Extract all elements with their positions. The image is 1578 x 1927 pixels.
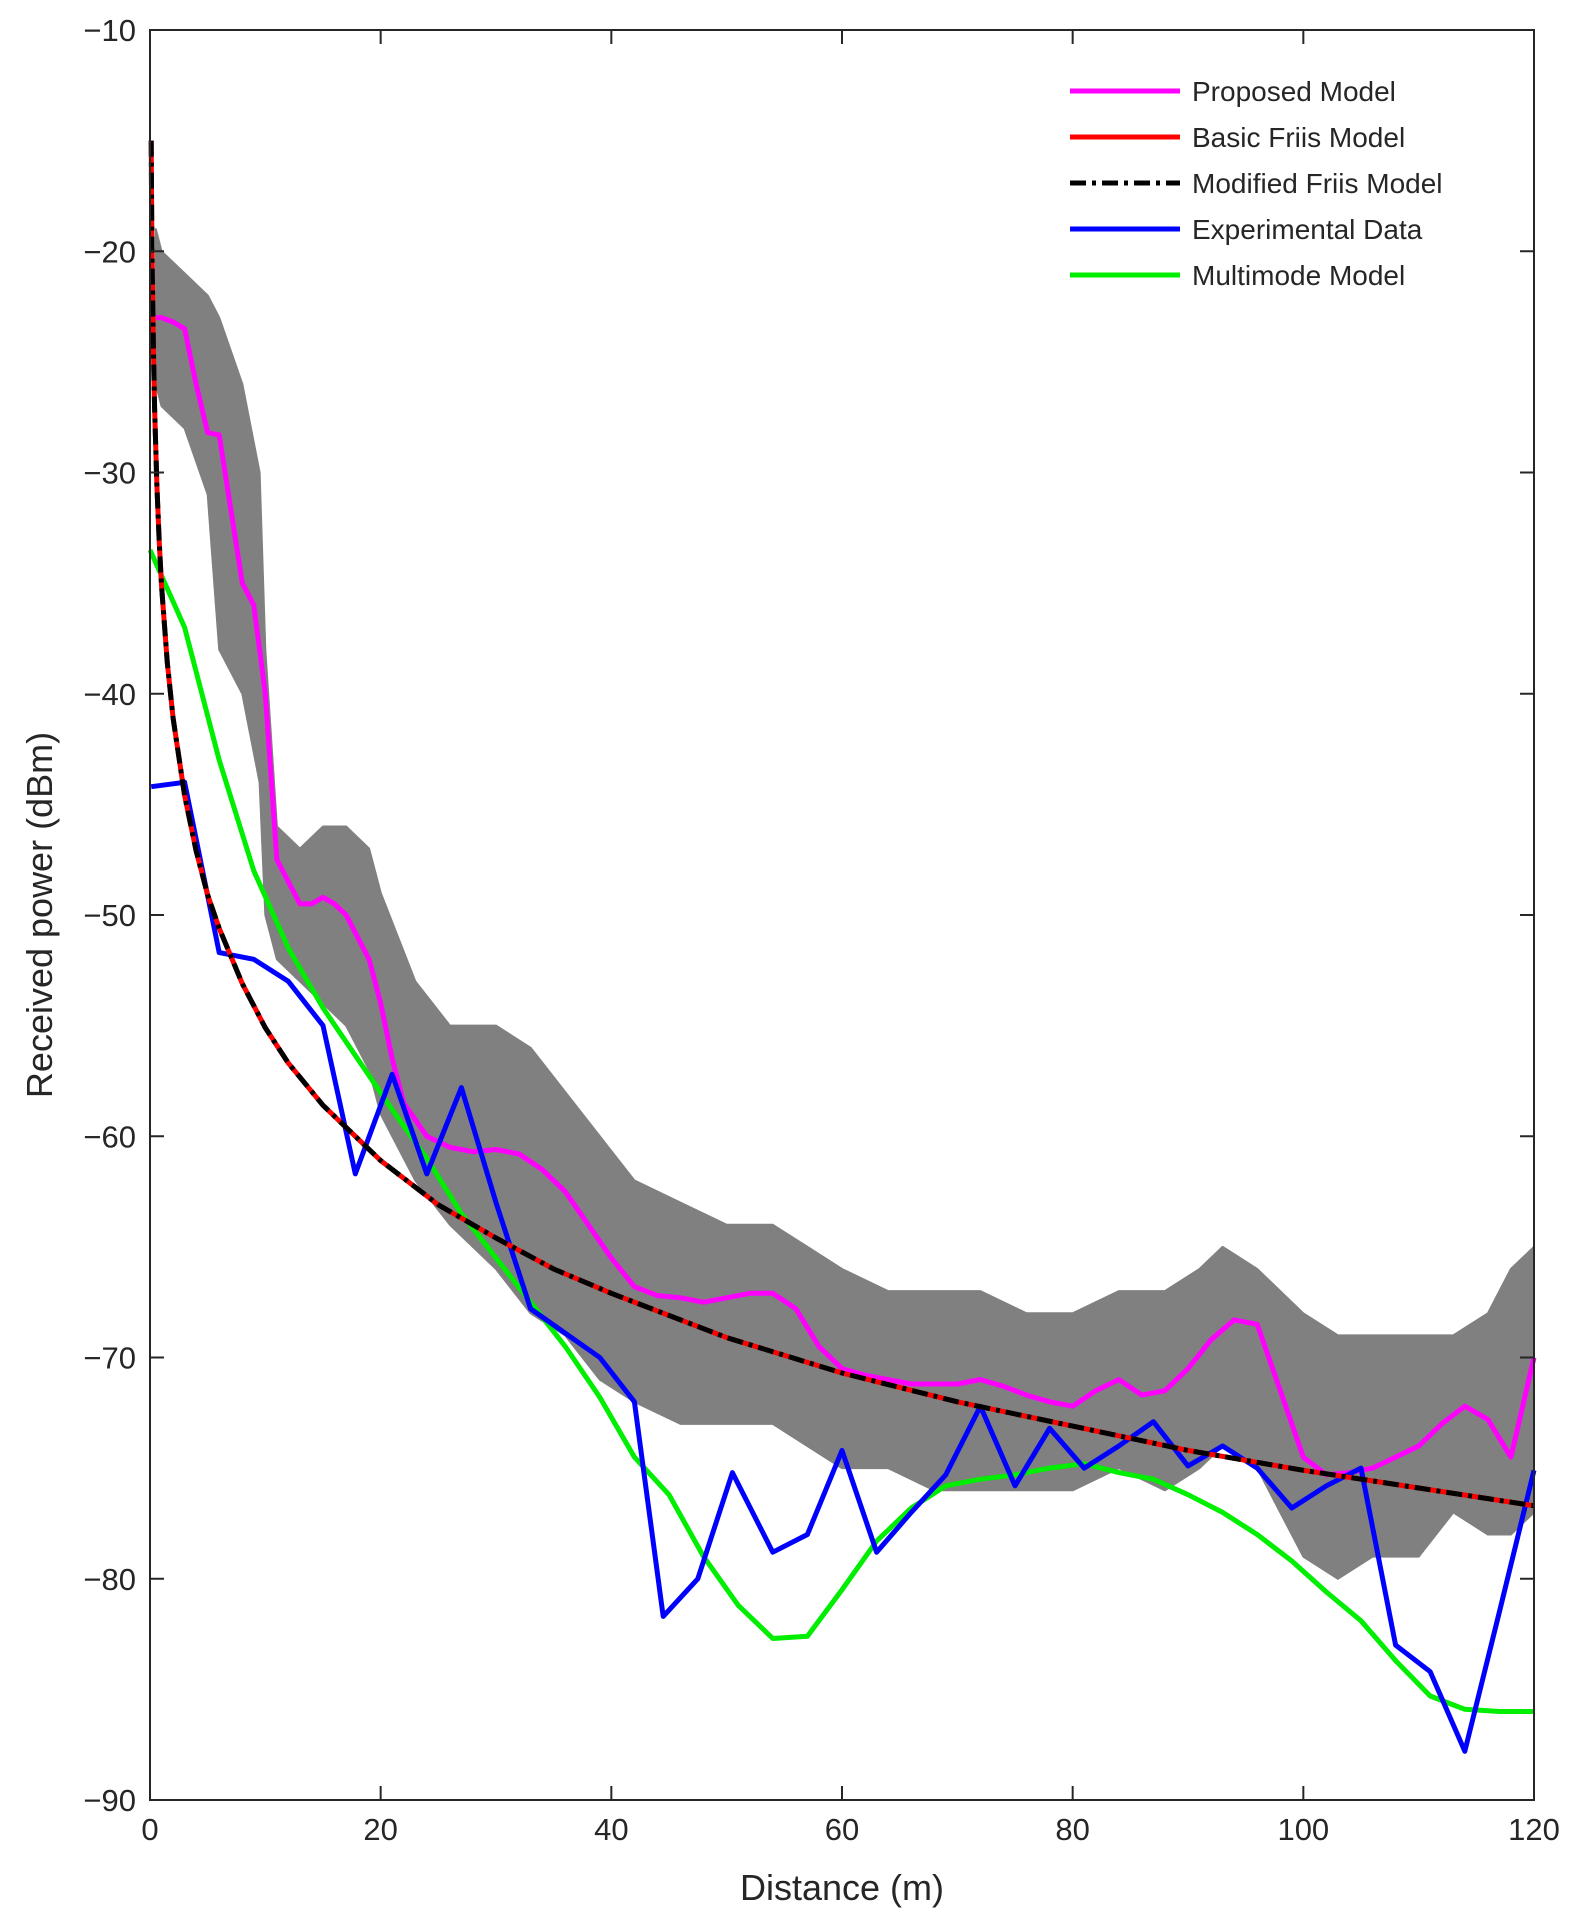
- series-line-proposed-model: [155, 315, 1537, 1478]
- x-tick-label: 40: [594, 1812, 628, 1847]
- legend-label: Basic Friis Model: [1192, 122, 1405, 153]
- legend-label: Proposed Model: [1192, 76, 1396, 107]
- legend-label: Multimode Model: [1192, 260, 1405, 291]
- x-tick-label: 100: [1277, 1812, 1329, 1847]
- legend-item-experimental-data: Experimental Data: [1070, 214, 1423, 245]
- series-line-multimode-model: [147, 548, 1534, 1714]
- legend-label: Modified Friis Model: [1192, 168, 1443, 199]
- y-tick-label: −40: [83, 677, 136, 712]
- legend-item-modified-friis-model: Modified Friis Model: [1070, 168, 1443, 199]
- y-tick-label: −60: [83, 1119, 136, 1154]
- x-tick-label: 80: [1055, 1812, 1089, 1847]
- legend: Proposed Model Basic Friis Model Modified …: [1070, 76, 1443, 291]
- x-axis-title: Distance (m): [740, 1867, 944, 1908]
- x-tick-label: 20: [363, 1812, 397, 1847]
- x-tick-label: 120: [1508, 1812, 1560, 1847]
- y-tick-label: −50: [83, 898, 136, 933]
- x-tick-label: 0: [141, 1812, 158, 1847]
- tick-layer: 0 20 40 60 80 100 120 −90 −80 −70 −60 −50 −40 −30 −20 −…: [83, 13, 1559, 1847]
- legend-label: Experimental Data: [1192, 214, 1423, 245]
- legend-item-multimode-model: Multimode Model: [1070, 260, 1405, 291]
- y-tick-label: −20: [83, 234, 136, 269]
- legend-item-proposed-model: Proposed Model: [1070, 76, 1396, 107]
- series-line-modified-friis-model: [148, 140, 1535, 1509]
- y-tick-label: −70: [83, 1341, 136, 1376]
- legend-item-basic-friis-model: Basic Friis Model: [1070, 122, 1405, 153]
- y-axis-title: Received power (dBm): [19, 732, 60, 1098]
- y-tick-label: −80: [83, 1562, 136, 1597]
- y-tick-label: −90: [83, 1783, 136, 1818]
- series-line-experimental-data: [150, 779, 1537, 1754]
- y-tick-label: −30: [83, 456, 136, 491]
- series-layer: [147, 140, 1537, 1754]
- y-tick-label: −10: [83, 13, 136, 48]
- x-tick-label: 60: [825, 1812, 859, 1847]
